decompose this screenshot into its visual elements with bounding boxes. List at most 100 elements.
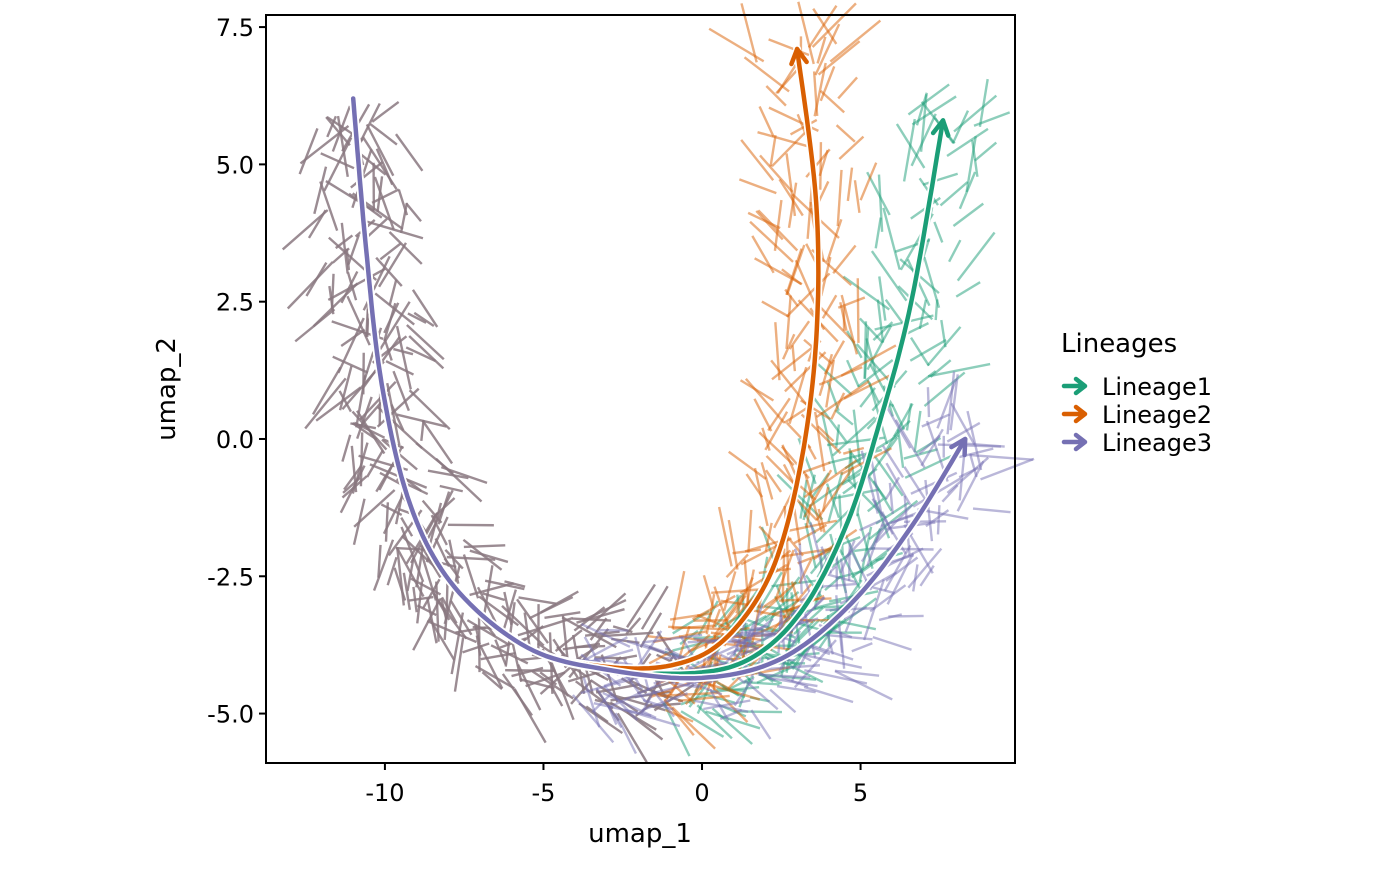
cell-segment — [956, 282, 980, 296]
cell-segment — [342, 435, 350, 462]
legend-title: Lineages — [1061, 329, 1177, 359]
x-tick-label: -5 — [531, 779, 555, 807]
legend-label: Lineage1 — [1102, 373, 1212, 401]
cell-segment — [354, 499, 365, 545]
cell-segment — [835, 671, 892, 699]
cell-segment — [838, 170, 842, 226]
cell-segment — [793, 345, 795, 371]
cell-segment — [814, 71, 817, 116]
cell-segment — [855, 180, 860, 213]
x-tick-label: -10 — [365, 779, 404, 807]
cell-segment — [949, 240, 960, 262]
cell-segment — [883, 208, 899, 270]
cell-segment — [915, 411, 921, 452]
arrow-icon — [1064, 379, 1085, 393]
cell-segment — [464, 545, 505, 547]
cell-segment — [751, 710, 770, 739]
cell-segment — [849, 543, 850, 581]
y-tick-label: 0.0 — [216, 426, 254, 454]
cell-segment — [372, 189, 399, 202]
cell-segment — [825, 341, 844, 374]
cell-segment — [923, 174, 958, 185]
cell-segment — [858, 278, 859, 343]
cell-segment — [873, 637, 912, 650]
cell-segment — [615, 713, 635, 753]
cell-segment — [766, 456, 795, 485]
cell-segment — [775, 322, 779, 380]
cell-segment — [719, 507, 731, 566]
cell-segment — [440, 486, 463, 491]
legend-item: Lineage3 — [1064, 429, 1212, 457]
cell-segment — [463, 643, 490, 652]
cell-segment — [848, 168, 852, 201]
y-axis: -5.0-2.50.02.55.07.5 — [207, 14, 266, 728]
cell-segment — [741, 140, 773, 180]
cell-segment — [804, 687, 853, 702]
cell-segment — [436, 459, 481, 502]
cell-segment — [786, 295, 790, 348]
cell-segment — [316, 388, 360, 421]
y-tick-label: 7.5 — [216, 14, 254, 42]
y-tick-label: -5.0 — [207, 701, 254, 729]
legend-item: Lineage2 — [1064, 401, 1212, 429]
y-tick-label: 2.5 — [216, 289, 254, 317]
cell-segment — [748, 510, 751, 553]
cell-segment — [843, 448, 864, 454]
cell-segment — [981, 459, 1035, 479]
cell-segment — [934, 222, 942, 242]
cell-segment — [785, 352, 826, 391]
cell-segment — [288, 262, 333, 308]
x-tick-label: 0 — [694, 779, 709, 807]
cell-segment — [787, 245, 804, 295]
x-tick-label: 5 — [853, 779, 868, 807]
cell-segment — [922, 414, 950, 426]
cell-segment — [770, 690, 795, 713]
cell-segment — [920, 566, 933, 586]
cell-segment — [787, 538, 788, 588]
cell-segment — [958, 232, 995, 280]
lineage-curve — [353, 49, 818, 669]
cell-segment — [860, 318, 883, 342]
cell-segment — [974, 112, 1010, 125]
legend-item: Lineage1 — [1064, 373, 1212, 401]
cell-segment — [739, 179, 776, 193]
cell-segment — [790, 321, 810, 349]
cell-segment — [838, 77, 857, 98]
cell-segment — [787, 153, 795, 215]
cell-segment — [390, 280, 397, 305]
cell-segment — [396, 134, 422, 171]
cell-segment — [397, 326, 411, 389]
cell-segment — [769, 39, 809, 55]
cell-segment — [464, 554, 478, 598]
cell-segment — [827, 219, 841, 261]
cell-segment — [835, 410, 853, 425]
curve-outline — [353, 49, 818, 669]
cell-segment — [852, 643, 873, 651]
cell-segment — [374, 540, 393, 591]
cell-segments — [283, 2, 1034, 762]
cell-segment — [760, 107, 774, 137]
cell-segment — [746, 379, 784, 423]
cell-segment — [837, 125, 855, 142]
arrow-icon — [1064, 407, 1085, 421]
y-axis-label: umap_2 — [152, 337, 182, 441]
cell-segment — [515, 689, 546, 743]
cell-segment — [397, 415, 447, 427]
cell-segment — [919, 371, 936, 384]
cell-segment — [480, 645, 502, 688]
cell-segment — [912, 96, 956, 124]
cell-segment — [820, 142, 821, 190]
cell-segment — [741, 380, 774, 400]
legend-label: Lineage2 — [1102, 401, 1212, 429]
cell-segment — [306, 263, 326, 296]
cell-segment — [627, 584, 655, 627]
cell-segment — [975, 143, 996, 161]
plot-border — [266, 15, 1015, 763]
cell-segment — [599, 630, 628, 631]
cell-segment — [823, 295, 836, 318]
cell-segment — [762, 302, 789, 317]
arrow-icon — [1064, 435, 1085, 449]
cell-segment — [938, 505, 939, 534]
cell-segment — [861, 163, 877, 200]
